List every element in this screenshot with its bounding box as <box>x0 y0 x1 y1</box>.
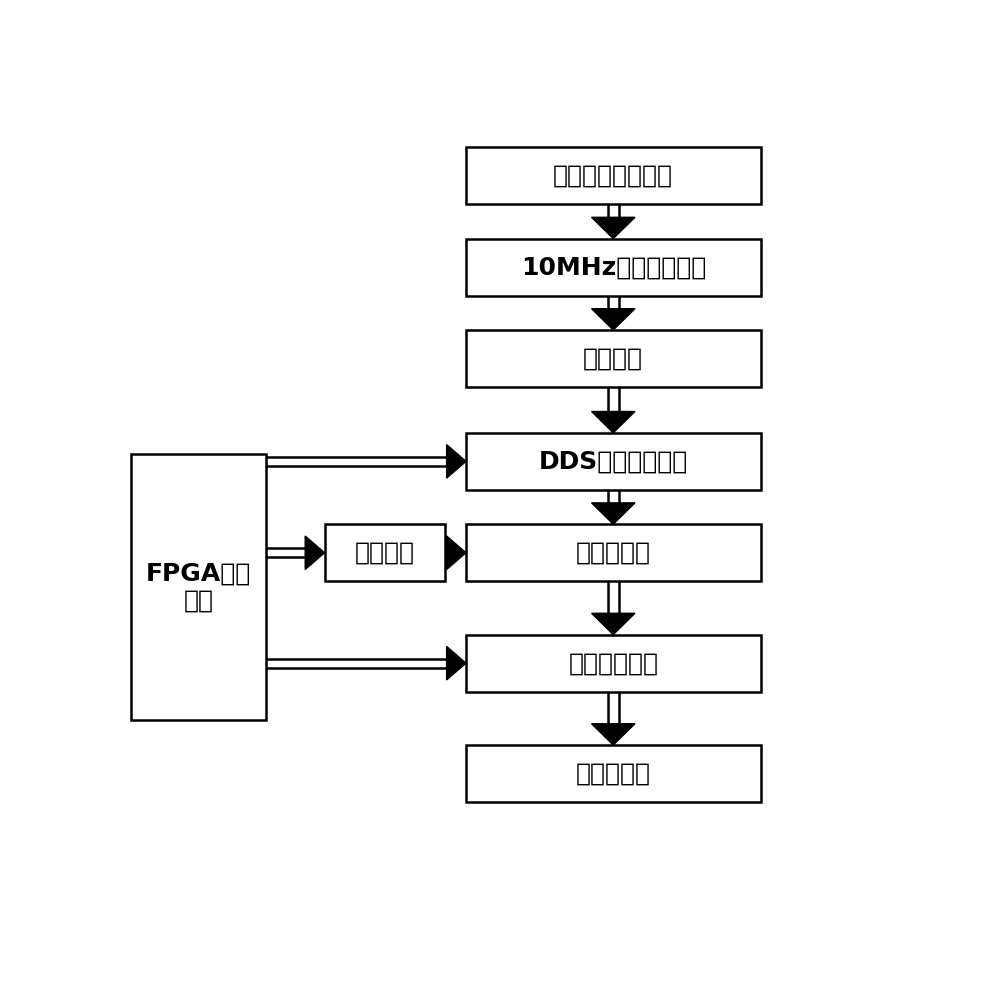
Text: DDS频率合成电路: DDS频率合成电路 <box>539 449 688 474</box>
Text: 输出功率控制: 输出功率控制 <box>568 651 658 675</box>
Bar <box>466 330 761 387</box>
Text: FPGA控制
电路: FPGA控制 电路 <box>146 561 251 613</box>
Text: 时钟分配: 时钟分配 <box>583 346 643 371</box>
Bar <box>466 524 761 582</box>
Polygon shape <box>592 309 635 330</box>
Polygon shape <box>592 218 635 238</box>
Text: 本振电路: 本振电路 <box>355 541 415 565</box>
Polygon shape <box>305 536 325 570</box>
Bar <box>131 454 266 720</box>
Text: 微波谐振腔: 微波谐振腔 <box>576 762 651 785</box>
Polygon shape <box>592 724 635 745</box>
Polygon shape <box>592 502 635 524</box>
Bar <box>466 745 761 802</box>
Polygon shape <box>447 445 466 478</box>
Text: 上变频电路: 上变频电路 <box>576 541 651 565</box>
Text: 前级压控控制电压: 前级压控控制电压 <box>553 164 673 188</box>
Bar <box>466 147 761 205</box>
Text: 10MHz恒温压控晶振: 10MHz恒温压控晶振 <box>521 255 706 279</box>
Polygon shape <box>592 613 635 635</box>
Bar <box>466 238 761 296</box>
Polygon shape <box>592 411 635 433</box>
Bar <box>325 524 445 582</box>
Polygon shape <box>447 536 466 570</box>
Bar <box>466 635 761 691</box>
Bar <box>466 433 761 490</box>
Polygon shape <box>447 647 466 679</box>
